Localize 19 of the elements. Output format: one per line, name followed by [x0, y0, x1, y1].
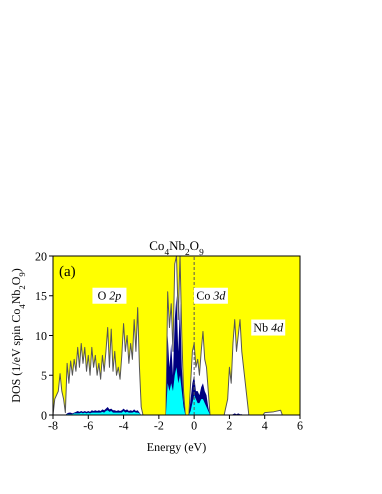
- annotation: O 2p: [98, 288, 122, 303]
- annotation: Co 3d: [196, 288, 226, 303]
- x-tick-label: 4: [262, 418, 268, 433]
- y-tick-label: 15: [35, 289, 47, 304]
- x-tick-label: -6: [83, 418, 94, 433]
- annotation: (a): [59, 264, 76, 280]
- x-tick-label: 6: [297, 418, 303, 433]
- x-tick-label: -8: [48, 418, 58, 433]
- y-tick-label: 0: [41, 408, 47, 422]
- x-tick-label: -2: [154, 418, 164, 433]
- y-tick-label: 5: [41, 368, 47, 383]
- annotation: Nb 4d: [253, 320, 284, 335]
- x-tick-label: 2: [226, 418, 232, 433]
- x-tick-label: 0: [191, 418, 198, 433]
- chart-title: Co$_{4}$Nb$_{2}$O$_{9}$: [149, 238, 204, 258]
- x-axis-title: Energy (eV): [146, 440, 206, 454]
- y-tick-label: 10: [35, 328, 47, 343]
- x-tick-label: -4: [118, 418, 129, 433]
- y-tick-label: 20: [35, 249, 47, 264]
